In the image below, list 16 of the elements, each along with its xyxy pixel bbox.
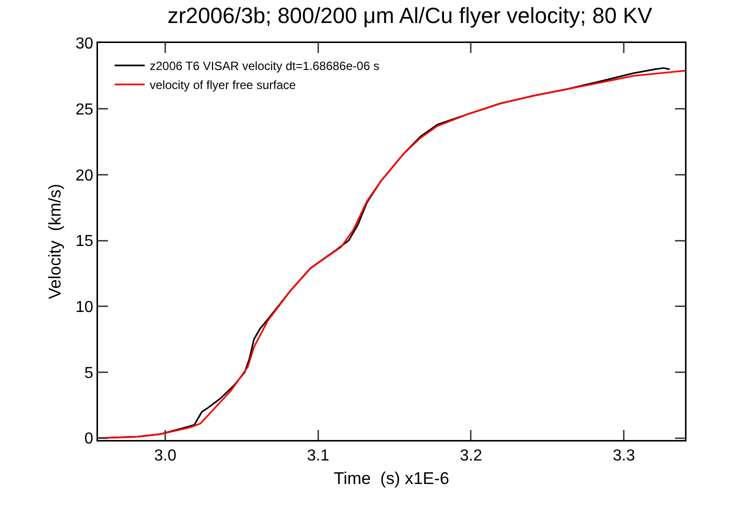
- x-tick-label: 3.3: [612, 448, 636, 465]
- y-tick-label: 20: [76, 167, 94, 184]
- y-tick-label: 30: [76, 36, 94, 53]
- x-tick-label: 3.2: [460, 448, 482, 465]
- y-tick-label: 15: [76, 233, 94, 250]
- chart-title: zr2006/3b; 800/200 μm Al/Cu flyer velocity; 80 KV: [167, 3, 653, 28]
- x-axis-title: Time (s) x1E-6: [334, 468, 450, 488]
- legend-label: z2006 T6 VISAR velocity dt=1.68686e-06 s: [150, 59, 380, 74]
- y-tick-label: 0: [84, 430, 94, 448]
- y-tick-label: 25: [76, 101, 94, 118]
- x-tick-label: 3.0: [154, 448, 176, 465]
- y-axis-title: Velocity (km/s): [45, 184, 64, 300]
- y-tick-label: 5: [84, 364, 94, 382]
- x-tick-label: 3.1: [307, 448, 330, 465]
- legend-label: velocity of flyer free surface: [150, 78, 296, 92]
- y-tick-label: 10: [76, 298, 94, 316]
